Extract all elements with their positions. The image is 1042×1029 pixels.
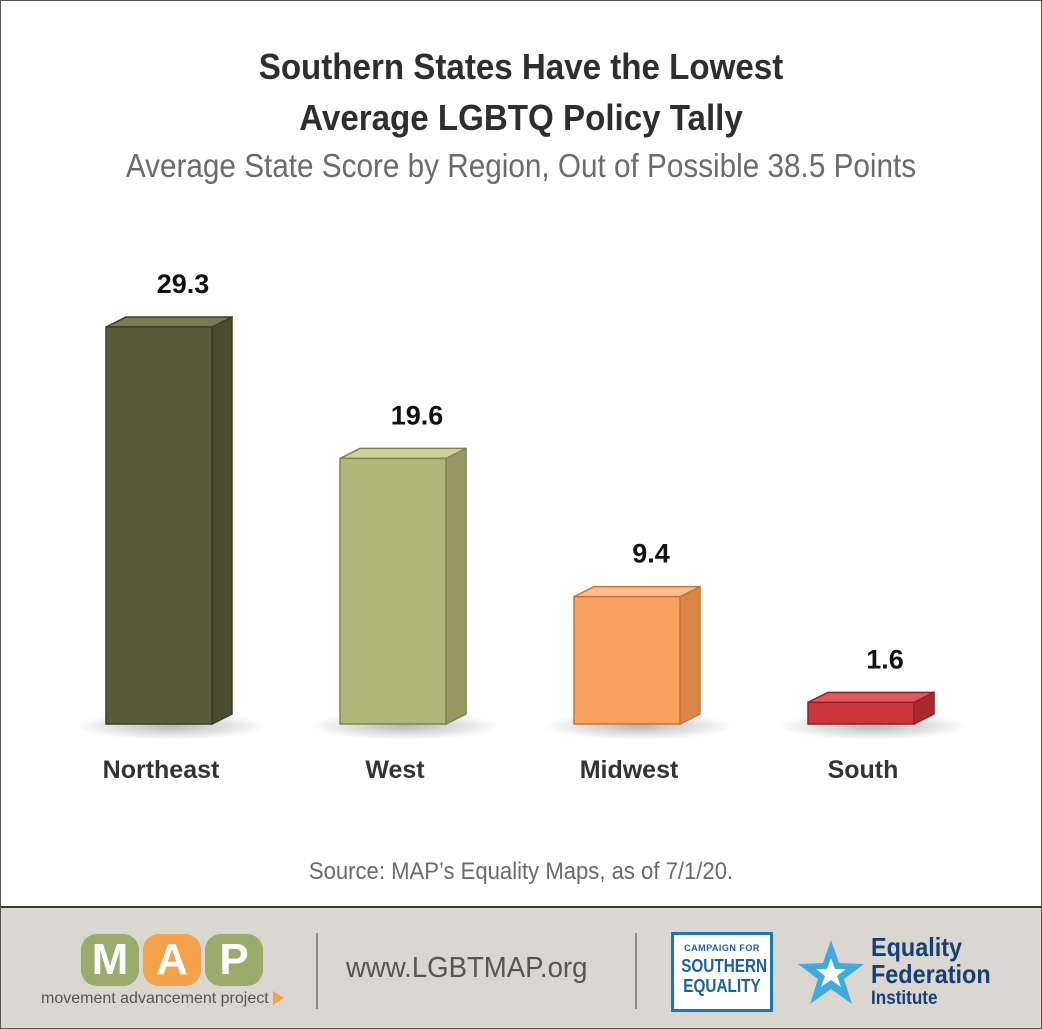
value-label-west: 19.6 <box>391 400 444 430</box>
efi-logo-line-3: Institute <box>871 988 938 1009</box>
value-label-south: 1.6 <box>866 644 904 674</box>
map-logo-caption: movement advancement project <box>41 990 284 1008</box>
map-logo[interactable]: M A P movement advancement project <box>41 934 291 1014</box>
map-logo-letter-m: M <box>81 934 139 986</box>
star-icon <box>798 940 864 1004</box>
category-label-northeast: Northeast <box>103 756 220 784</box>
bar-top-south <box>807 691 935 704</box>
bar-side-west <box>445 447 467 726</box>
cse-logo-line-3: EQUALITY <box>683 976 761 996</box>
chart-title-line-1: Southern States Have the Lowest <box>258 46 784 87</box>
efi-logo-line-1: Equality <box>871 932 963 962</box>
website-link[interactable]: www.LGBTMAP.org <box>346 952 588 984</box>
chart-subtitle: Average State Score by Region, Out of Po… <box>125 147 917 184</box>
cse-logo-line-2: SOUTHERN <box>681 956 768 976</box>
bar-side-northeast <box>211 315 233 726</box>
footer-divider-1 <box>316 933 318 1009</box>
bar-front-midwest <box>573 595 681 725</box>
bar-front-west <box>339 457 447 725</box>
bar-front-south <box>807 701 915 725</box>
cse-logo-line-1: CAMPAIGN FOR <box>684 943 760 953</box>
efi-logo-line-2: Federation <box>871 959 991 989</box>
bar-top-midwest <box>573 585 701 598</box>
bar-top-northeast <box>105 316 233 328</box>
bar-chart: 29.3 Northeast 19.6 West 9.4 Midwest 1.6 South <box>75 269 969 784</box>
play-arrow-icon <box>272 991 284 1005</box>
category-label-midwest: Midwest <box>580 756 679 784</box>
category-label-west: West <box>365 756 425 784</box>
bar-front-northeast <box>105 326 213 725</box>
value-label-northeast: 29.3 <box>157 269 210 299</box>
map-logo-letter-a: A <box>143 934 201 986</box>
value-label-midwest: 9.4 <box>632 539 670 569</box>
category-label-south: South <box>828 756 899 784</box>
bar-top-west <box>339 447 467 460</box>
footer-bar: M A P movement advancement project www.L… <box>1 906 1041 1028</box>
source-note: Source: MAP’s Equality Maps, as of 7/1/2… <box>308 858 734 885</box>
bar-side-midwest <box>679 585 701 726</box>
map-caption-text: movement advancement project <box>41 990 269 1007</box>
bar-northeast <box>105 315 233 726</box>
bar-south <box>807 691 935 726</box>
footer-divider-2 <box>635 933 637 1009</box>
map-logo-letter-p: P <box>205 934 263 986</box>
equality-federation-institute-logo[interactable]: Equality Federation Institute <box>871 934 1004 1010</box>
campaign-for-southern-equality-logo[interactable]: CAMPAIGN FOR SOUTHERN EQUALITY <box>671 932 773 1012</box>
bar-midwest <box>573 585 701 726</box>
chart-title-line-2: Average LGBTQ Policy Tally <box>299 97 743 138</box>
bar-west <box>339 447 467 726</box>
